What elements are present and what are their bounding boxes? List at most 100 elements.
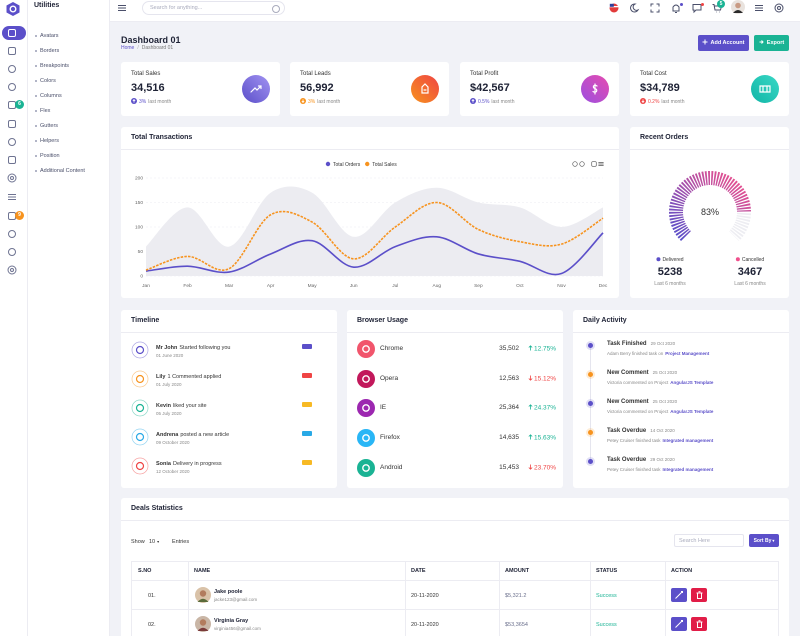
- menu-item[interactable]: Gutters: [40, 123, 59, 129]
- icon[interactable]: [578, 160, 586, 168]
- browser-icon: [357, 429, 375, 448]
- stat-change: 3% last month: [300, 98, 340, 105]
- column-header: AMOUNT: [505, 568, 530, 574]
- menu-bullet: [35, 155, 37, 157]
- menu-item[interactable]: Borders: [40, 48, 60, 54]
- change-text: 15.12%: [534, 375, 557, 383]
- browser-change: 15.63%: [528, 434, 556, 442]
- stat-card: Total Cost $34,789 0.2% last month: [630, 62, 789, 116]
- search-box[interactable]: Search for anything...: [142, 1, 285, 15]
- button-label: Export: [766, 40, 785, 46]
- icon[interactable]: [116, 2, 128, 14]
- timeline-text: Kevin liked your site: [156, 403, 207, 409]
- browser-name: IE: [380, 404, 387, 412]
- x-tick-label: Apr: [267, 283, 275, 289]
- change-value: 0.5%: [478, 99, 490, 105]
- icon[interactable]: [6, 27, 18, 39]
- icon-glyph: [362, 463, 370, 472]
- edit-button[interactable]: [671, 617, 687, 631]
- icon[interactable]: [6, 264, 18, 276]
- menu-item[interactable]: Flex: [40, 108, 51, 114]
- icon[interactable]: [773, 2, 785, 14]
- edit-button[interactable]: [671, 588, 687, 602]
- icon[interactable]: [6, 154, 18, 166]
- icon[interactable]: [571, 160, 579, 168]
- activity-dot: [586, 370, 595, 379]
- avatar-body: [733, 10, 743, 13]
- timeline-date: 12 October 2020: [156, 469, 190, 474]
- icon[interactable]: [6, 45, 18, 57]
- icon[interactable]: [590, 160, 598, 168]
- icon[interactable]: [6, 191, 18, 203]
- flag-shape: [609, 6, 619, 8]
- menu-item[interactable]: Colors: [40, 78, 56, 84]
- avatar-body: [197, 598, 209, 602]
- icon[interactable]: [6, 81, 18, 93]
- menu-bullet: [35, 140, 37, 142]
- icon[interactable]: [670, 2, 682, 14]
- button-icon: [759, 40, 764, 44]
- x-tick-label: Jul: [392, 283, 398, 289]
- icon[interactable]: [6, 136, 18, 148]
- avatar-head: [735, 2, 741, 9]
- cell-name: Jake poole: [214, 589, 243, 595]
- icon[interactable]: [6, 118, 18, 130]
- stat-icon-glyph: [250, 85, 262, 93]
- icon[interactable]: [649, 2, 661, 14]
- radial-value: 83%: [701, 207, 719, 217]
- timeline-name: Mr John: [156, 345, 178, 351]
- change-text: 24.37%: [534, 404, 557, 412]
- submenu-title: Utilities: [34, 2, 60, 9]
- activity-text: Petey Cruiser finished task Integrated ma…: [607, 467, 713, 472]
- menu-item[interactable]: Columns: [40, 93, 62, 99]
- activity-title: New Comment: [607, 370, 649, 376]
- action-button[interactable]: Export: [754, 35, 789, 51]
- arrow-shape: [528, 404, 533, 410]
- icon[interactable]: [6, 228, 18, 240]
- icon[interactable]: [753, 2, 765, 14]
- icon-shape: [579, 161, 585, 167]
- icon-shape: [777, 6, 781, 10]
- column-rule: [590, 561, 591, 636]
- menu-item[interactable]: Position: [40, 153, 60, 159]
- timeline-tag: [302, 431, 312, 436]
- action-button[interactable]: Add Account: [698, 35, 749, 51]
- timeline-icon: [131, 341, 149, 359]
- logo: [6, 2, 20, 16]
- activity-date: 25 Oct 2020: [652, 399, 678, 404]
- icon[interactable]: [6, 172, 18, 184]
- x-tick-label: Feb: [183, 283, 192, 289]
- icon[interactable]: [6, 63, 18, 75]
- change-period: last month: [317, 99, 341, 105]
- browser-name: Firefox: [380, 434, 400, 442]
- sort-button[interactable]: Sort By▾: [749, 534, 779, 547]
- menu-item[interactable]: Avatars: [40, 33, 59, 39]
- delete-button[interactable]: [691, 617, 707, 631]
- icon-glyph: [362, 404, 370, 413]
- menu-item[interactable]: Helpers: [40, 138, 59, 144]
- icon[interactable]: [6, 246, 18, 258]
- icon[interactable]: [628, 2, 640, 14]
- menu-item[interactable]: Breakpoints: [40, 63, 70, 69]
- activity-heading: New Comment 25 Oct 2020: [607, 370, 677, 376]
- arrow-shape: [528, 375, 533, 381]
- trend-arrow: [301, 99, 305, 103]
- deals-card: Deals Statistics Show 10 ▾ Entries Search Her…: [121, 498, 789, 636]
- y-tick-label: 200: [135, 176, 143, 182]
- timeline-action: 1 Commented applied: [167, 374, 222, 380]
- icon-glyph: [135, 461, 145, 471]
- delete-button[interactable]: [691, 588, 707, 602]
- card-title: Daily Activity: [583, 317, 627, 324]
- icon[interactable]: [597, 160, 605, 168]
- x-tick-label: Jan: [142, 283, 150, 289]
- deals-search[interactable]: Search Here: [674, 534, 744, 547]
- page-size-select[interactable]: 10 ▾: [149, 536, 165, 547]
- menu-item[interactable]: Additional Content: [40, 168, 85, 174]
- browser-icon: [357, 369, 375, 388]
- active-nav-bg: [2, 26, 26, 40]
- browser-change: 24.37%: [528, 404, 556, 412]
- activity-heading: New Comment 25 Oct 2020: [607, 399, 677, 405]
- column-header: NAME: [194, 568, 211, 574]
- icon-shape: [650, 3, 660, 13]
- timeline-text: Lily 1 Commented applied: [156, 374, 221, 380]
